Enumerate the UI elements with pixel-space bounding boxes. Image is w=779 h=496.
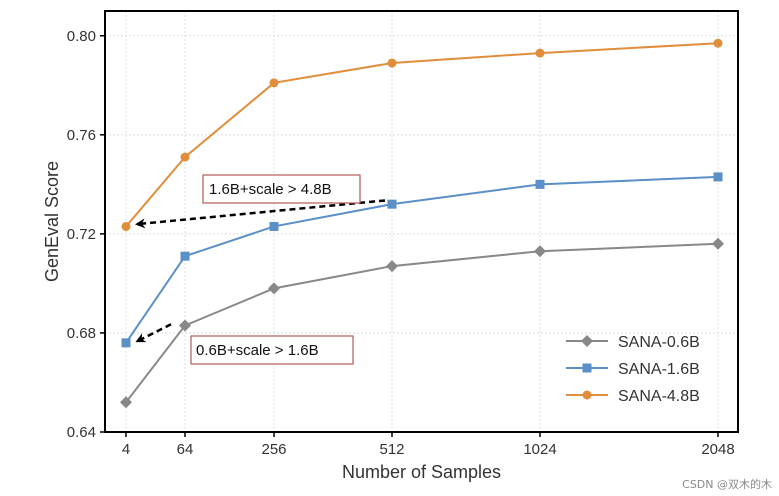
y-tick-label: 0.80 bbox=[67, 28, 96, 45]
annotation-arrow bbox=[135, 323, 172, 343]
data-point-sana-0-6b bbox=[712, 237, 724, 250]
x-tick-label: 512 bbox=[379, 441, 404, 458]
legend-marker bbox=[582, 363, 592, 373]
data-point-sana-4-8b bbox=[387, 58, 397, 68]
data-point-sana-4-8b bbox=[713, 38, 723, 48]
x-axis-label: Number of Samples bbox=[342, 462, 501, 482]
x-tick-label: 2048 bbox=[701, 441, 734, 458]
y-tick-label: 0.64 bbox=[67, 424, 96, 441]
data-point-sana-4-8b bbox=[180, 152, 190, 162]
data-point-sana-1-6b bbox=[387, 199, 397, 209]
axes: 0.64 0.68 0.72 0.76 0.80 4 64 256 512 1024 2048 bbox=[67, 28, 735, 458]
data-point-sana-4-8b bbox=[269, 78, 279, 88]
data-point-sana-1-6b bbox=[535, 179, 545, 189]
x-tick-label: 1024 bbox=[523, 441, 556, 458]
y-axis-label: GenEval Score bbox=[42, 161, 62, 282]
legend-label: SANA-1.6B bbox=[618, 361, 700, 378]
data-point-sana-0-6b bbox=[179, 319, 191, 332]
data-point-sana-4-8b bbox=[121, 221, 131, 231]
data-point-sana-0-6b bbox=[120, 396, 132, 409]
series-sana-1-6b bbox=[121, 172, 723, 348]
series-sana-0-6b bbox=[120, 237, 724, 409]
data-point-sana-0-6b bbox=[386, 260, 398, 273]
data-point-sana-0-6b bbox=[534, 245, 546, 258]
legend-marker bbox=[582, 390, 592, 400]
data-point-sana-1-6b bbox=[180, 251, 190, 261]
series-line-sana-0-6b bbox=[125, 242, 719, 403]
y-tick-label: 0.68 bbox=[67, 325, 96, 342]
annotation-label: 0.6B+scale > 1.6B bbox=[196, 342, 319, 359]
legend: SANA-0.6B SANA-1.6B SANA-4.8B bbox=[566, 334, 700, 405]
annotation-label: 1.6B+scale > 4.8B bbox=[209, 181, 332, 198]
series-sana-4-8b bbox=[121, 38, 723, 231]
watermark: CSDN @双木的木 bbox=[682, 477, 772, 491]
y-tick-label: 0.72 bbox=[67, 226, 96, 243]
data-point-sana-1-6b bbox=[121, 338, 131, 348]
series-line-sana-1-6b bbox=[125, 175, 719, 344]
x-tick-label: 4 bbox=[122, 441, 130, 458]
legend-marker bbox=[581, 335, 593, 347]
annotation-box bbox=[202, 174, 361, 204]
x-tick-label: 256 bbox=[261, 441, 286, 458]
data-point-sana-0-6b bbox=[268, 282, 280, 295]
legend-label: SANA-0.6B bbox=[618, 334, 700, 351]
annotation-arrow bbox=[135, 199, 386, 229]
series-line-sana-4-8b bbox=[125, 42, 719, 228]
data-point-sana-1-6b bbox=[713, 172, 723, 182]
series-group bbox=[120, 38, 724, 409]
plot-frame bbox=[104, 10, 739, 433]
annotations: 1.6B+scale > 4.8B 0.6B+scale > 1.6B bbox=[135, 174, 386, 365]
annotation-box bbox=[190, 335, 354, 365]
legend-label: SANA-4.8B bbox=[618, 388, 700, 405]
data-point-sana-1-6b bbox=[269, 221, 279, 231]
y-tick-label: 0.76 bbox=[67, 127, 96, 144]
data-point-sana-4-8b bbox=[535, 48, 545, 58]
x-tick-label: 64 bbox=[177, 441, 194, 458]
